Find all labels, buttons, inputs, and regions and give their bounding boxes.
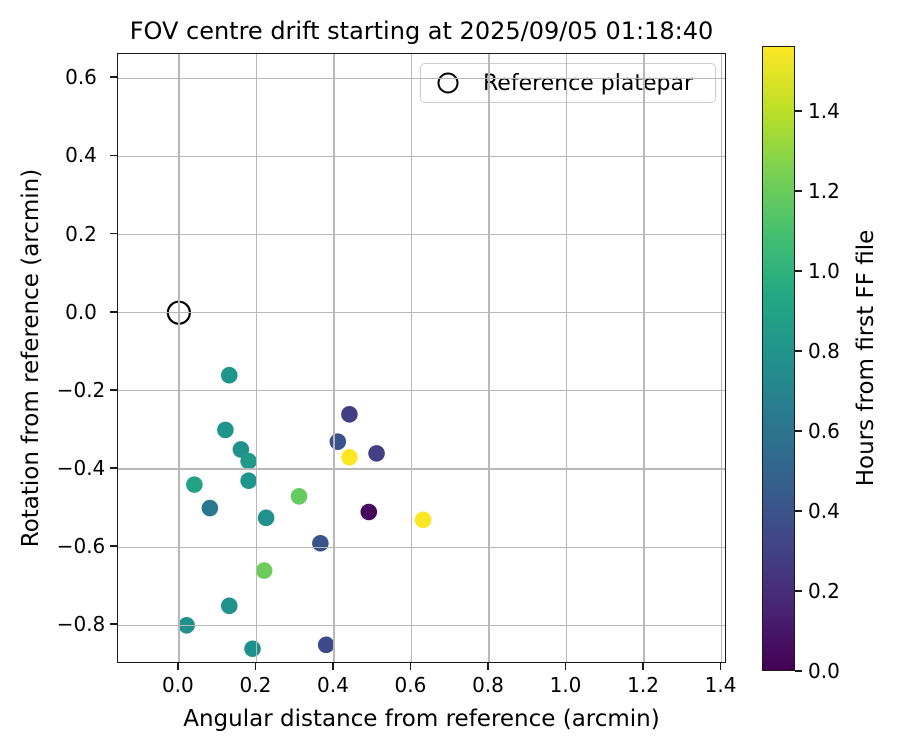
x-gridline: [333, 54, 335, 662]
x-gridline: [565, 54, 568, 662]
x-tick-label: 0.4: [317, 673, 349, 697]
y-tick-label: −0.2: [56, 377, 106, 402]
x-tick-label: 0.8: [472, 673, 504, 697]
x-tick-label: 0.0: [161, 673, 194, 697]
scatter-layer: [166, 300, 432, 658]
scatter-point: [201, 499, 219, 517]
x-tick-mark: [642, 663, 644, 670]
colorbar-tick-mark: [795, 670, 802, 672]
y-tick-mark: [110, 310, 117, 313]
y-gridline: [118, 312, 725, 314]
colorbar-tick-mark: [795, 350, 802, 352]
y-tick-label: −0.8: [56, 612, 106, 637]
legend: Reference platepar: [420, 63, 716, 103]
scatter-point: [255, 562, 273, 579]
y-tick-label: −0.6: [56, 534, 106, 559]
y-tick-mark: [110, 388, 117, 391]
scatter-point: [312, 534, 329, 552]
colorbar-tick-label: 1.0: [808, 259, 840, 283]
scatter-point: [360, 503, 378, 521]
x-tick-label: 1.0: [549, 673, 582, 697]
colorbar-tick-label: 0.6: [808, 419, 840, 443]
x-tick-mark: [487, 663, 489, 670]
scatter-point: [186, 476, 203, 493]
scatter-point: [290, 488, 308, 505]
y-tick-label: 0.4: [65, 143, 97, 168]
x-gridline: [643, 54, 645, 662]
plot-area: Reference platepar: [117, 53, 726, 663]
y-tick-label: −0.4: [56, 456, 106, 480]
scatter-point: [232, 441, 250, 458]
colorbar: [762, 46, 795, 671]
x-gridline: [720, 54, 723, 662]
x-tick-label: 1.4: [704, 673, 737, 697]
x-tick-mark: [409, 663, 412, 670]
scatter-point: [217, 421, 234, 439]
reference-marker-icon: [437, 72, 459, 94]
scatter-point: [240, 472, 257, 490]
colorbar-tick-mark: [795, 590, 802, 592]
y-gridline: [118, 155, 725, 158]
x-gridline: [255, 54, 258, 662]
scatter-point: [257, 509, 275, 527]
y-tick-mark: [110, 623, 117, 626]
scatter-point: [341, 405, 358, 423]
x-axis-label: Angular distance from reference (arcmin): [183, 706, 660, 732]
colorbar-tick-label: 1.4: [808, 99, 840, 123]
scatter-point: [368, 445, 385, 462]
scatter-point: [240, 452, 257, 470]
y-gridline: [118, 233, 725, 236]
colorbar-tick-label: 0.0: [808, 659, 840, 683]
x-tick-mark: [564, 663, 567, 670]
colorbar-tick-mark: [795, 110, 802, 112]
colorbar-tick-mark: [795, 190, 802, 192]
scatter-point: [329, 433, 347, 450]
y-tick-mark: [110, 154, 117, 157]
colorbar-tick-label: 0.4: [808, 499, 840, 523]
x-gridline: [488, 54, 490, 662]
y-tick-mark: [110, 232, 117, 235]
colorbar-tick-mark: [795, 510, 802, 512]
scatter-point: [317, 636, 335, 654]
colorbar-tick-label: 1.2: [808, 179, 840, 203]
colorbar-tick-label: 0.2: [808, 579, 840, 603]
x-tick-mark: [254, 663, 257, 670]
y-gridline: [118, 77, 725, 79]
colorbar-label: Hours from first FF file: [853, 229, 879, 487]
y-gridline: [118, 390, 725, 392]
x-gridline: [178, 54, 180, 662]
x-tick-mark: [719, 663, 722, 670]
scatter-point: [220, 597, 238, 615]
x-tick-label: 0.6: [394, 673, 427, 697]
x-gridline: [410, 54, 413, 662]
scatter-point: [220, 366, 238, 384]
chart-title: FOV centre drift starting at 2025/09/05 …: [129, 17, 714, 45]
x-tick-label: 1.2: [627, 673, 659, 697]
y-tick-mark: [110, 76, 117, 79]
x-tick-label: 0.2: [239, 673, 272, 697]
y-gridline: [118, 624, 725, 626]
y-tick-mark: [110, 545, 117, 547]
y-tick-label: 0.0: [65, 299, 97, 324]
x-tick-mark: [177, 663, 179, 670]
scatter-point: [414, 511, 432, 529]
colorbar-tick-mark: [795, 270, 802, 272]
y-axis-label: Rotation from reference (arcmin): [18, 168, 44, 548]
colorbar-tick-mark: [795, 430, 802, 432]
colorbar-tick-label: 0.8: [808, 339, 840, 363]
legend-label: Reference platepar: [483, 70, 693, 96]
y-tick-label: 0.2: [65, 221, 97, 246]
y-gridline: [118, 546, 725, 548]
scatter-point: [341, 448, 358, 466]
scatter-point: [244, 640, 261, 658]
y-gridline: [118, 468, 725, 470]
x-tick-mark: [332, 663, 334, 670]
y-tick-mark: [110, 467, 117, 469]
y-tick-label: 0.6: [65, 65, 97, 90]
